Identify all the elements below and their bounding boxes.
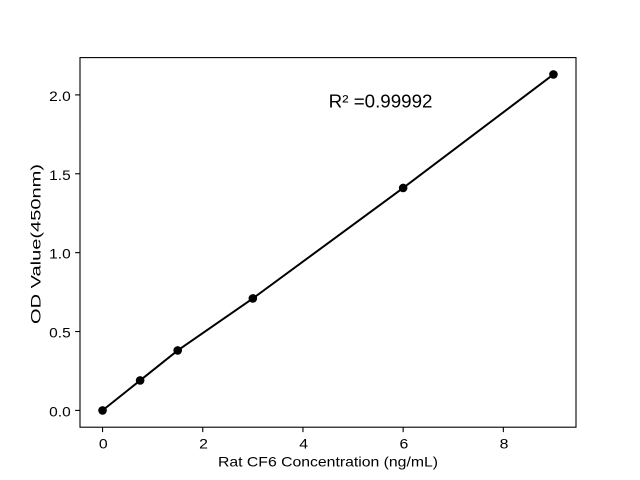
svg-text:4: 4 — [299, 435, 308, 451]
svg-text:8: 8 — [500, 435, 509, 451]
svg-text:0.0: 0.0 — [49, 403, 71, 419]
svg-text:1.5: 1.5 — [49, 167, 71, 183]
svg-text:0.5: 0.5 — [49, 325, 71, 341]
svg-text:Rat CF6 Concentration (ng/mL): Rat CF6 Concentration (ng/mL) — [218, 454, 438, 470]
svg-text:2: 2 — [199, 435, 208, 451]
svg-text:0: 0 — [99, 435, 108, 451]
svg-text:OD Value(450nm): OD Value(450nm) — [28, 164, 44, 324]
svg-text:2.0: 2.0 — [49, 88, 71, 104]
svg-text:1.0: 1.0 — [49, 246, 71, 262]
svg-text:R² =0.99992: R² =0.99992 — [329, 92, 433, 112]
svg-text:6: 6 — [400, 435, 409, 451]
